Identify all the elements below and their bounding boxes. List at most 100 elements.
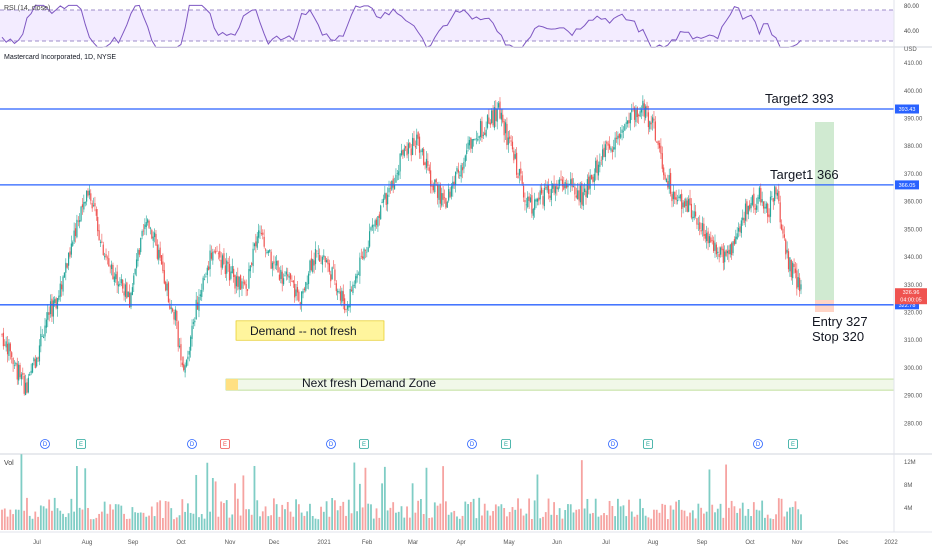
candle-body (449, 191, 451, 198)
volume-bar (250, 514, 253, 530)
candle-body (664, 174, 666, 180)
candle-body (765, 203, 767, 209)
candle-body (152, 236, 154, 241)
candle-body (599, 161, 601, 167)
earnings-marker[interactable] (359, 439, 369, 449)
volume-bar (295, 499, 297, 530)
time-tick-label: Dec (269, 540, 280, 546)
dividend-marker[interactable] (467, 439, 477, 449)
volume-bar (619, 506, 622, 530)
candle-body (657, 140, 659, 145)
dividend-marker[interactable] (326, 439, 336, 449)
candle-body (148, 220, 150, 228)
candle-body (719, 247, 722, 255)
candle-body (267, 250, 269, 254)
candle-body (55, 298, 57, 308)
candle-body (459, 175, 461, 176)
symbol-title: Mastercard Incorporated, 1D, NYSE (4, 54, 116, 61)
dividend-marker[interactable] (608, 439, 618, 449)
candle-body (191, 325, 193, 339)
candle-body (743, 217, 745, 223)
candle-body (341, 290, 343, 303)
volume-bar (461, 515, 464, 530)
volume-bar (253, 465, 256, 530)
earnings-marker[interactable] (501, 439, 511, 449)
candle-body (244, 281, 246, 285)
volume-bar (109, 504, 112, 530)
earnings-marker[interactable] (788, 439, 798, 449)
volume-bar (39, 505, 42, 530)
candle-body (678, 196, 680, 199)
earnings-marker[interactable] (220, 439, 230, 449)
volume-bar (472, 498, 475, 530)
price-axis[interactable]: USD 410.00 400.00 390.00 380.00 370.00 360.00 3… (904, 47, 923, 427)
candle-body (338, 291, 340, 293)
dividend-marker[interactable] (187, 439, 197, 449)
candle-body (799, 277, 801, 292)
candle-body (116, 271, 118, 286)
candle-body (298, 291, 300, 302)
candle-body (572, 186, 575, 188)
earnings-marker[interactable] (643, 439, 653, 449)
candle-body (686, 200, 688, 212)
candle-body (696, 218, 698, 225)
volume-series (1, 454, 802, 530)
candle-body (654, 121, 656, 141)
candle-body (706, 232, 708, 242)
volume-bar (322, 511, 325, 530)
dividend-marker[interactable] (753, 439, 763, 449)
volume-pane: Vol 12M 8M 4M (1, 454, 916, 530)
candle-body (443, 197, 446, 199)
earnings-marker[interactable] (76, 439, 86, 449)
candle-body (682, 202, 684, 208)
time-tick-label: Mar (408, 540, 418, 546)
candle-body (206, 267, 208, 276)
volume-bar (567, 504, 569, 530)
candle-body (305, 281, 307, 291)
volume-bar (658, 512, 661, 530)
candle-body (436, 184, 439, 198)
candle-body (285, 271, 287, 275)
volume-tick-label: 8M (904, 483, 912, 489)
volume-bar (236, 498, 239, 530)
candle-body (658, 143, 661, 149)
volume-bar (34, 511, 37, 530)
candle-body (503, 121, 505, 136)
volume-bar (320, 506, 322, 530)
volume-bar (408, 517, 411, 530)
candle-body (187, 356, 189, 360)
candle-body (708, 236, 711, 243)
candle-body (650, 122, 652, 125)
candle-body (291, 281, 293, 282)
volume-bar (248, 509, 250, 530)
candle-body (500, 112, 502, 120)
rsi-level-lower: 40.00 (904, 29, 920, 35)
dividend-marker[interactable] (40, 439, 50, 449)
candle-body (109, 266, 111, 268)
volume-bar (547, 498, 550, 530)
volume-bar (100, 511, 103, 530)
volume-bar (134, 512, 137, 530)
candle-body (317, 253, 319, 254)
volume-bar (331, 498, 334, 530)
candle-body (264, 249, 267, 251)
volume-axis[interactable]: 12M 8M 4M (904, 460, 916, 512)
candle-body (602, 149, 604, 160)
candle-body (331, 267, 333, 280)
candle-body (676, 200, 679, 202)
fresh-demand-origin (226, 379, 238, 391)
candle-body (574, 186, 576, 195)
candle-body (235, 276, 238, 287)
time-axis[interactable]: Jul Aug Sep Oct Nov Dec 2021 Feb Mar Apr May Jun Jul… (33, 540, 898, 546)
candle-body (373, 224, 375, 226)
price-tick-label: 310.00 (904, 338, 923, 344)
volume-bar (211, 477, 214, 530)
candle-body (485, 129, 487, 137)
candle-body (169, 303, 171, 309)
price-tick-label: USD (904, 47, 917, 53)
candle-body (467, 142, 469, 149)
volume-bar (367, 503, 370, 530)
candle-body (747, 205, 749, 215)
volume-bar (675, 501, 678, 530)
candle-body (353, 285, 355, 286)
